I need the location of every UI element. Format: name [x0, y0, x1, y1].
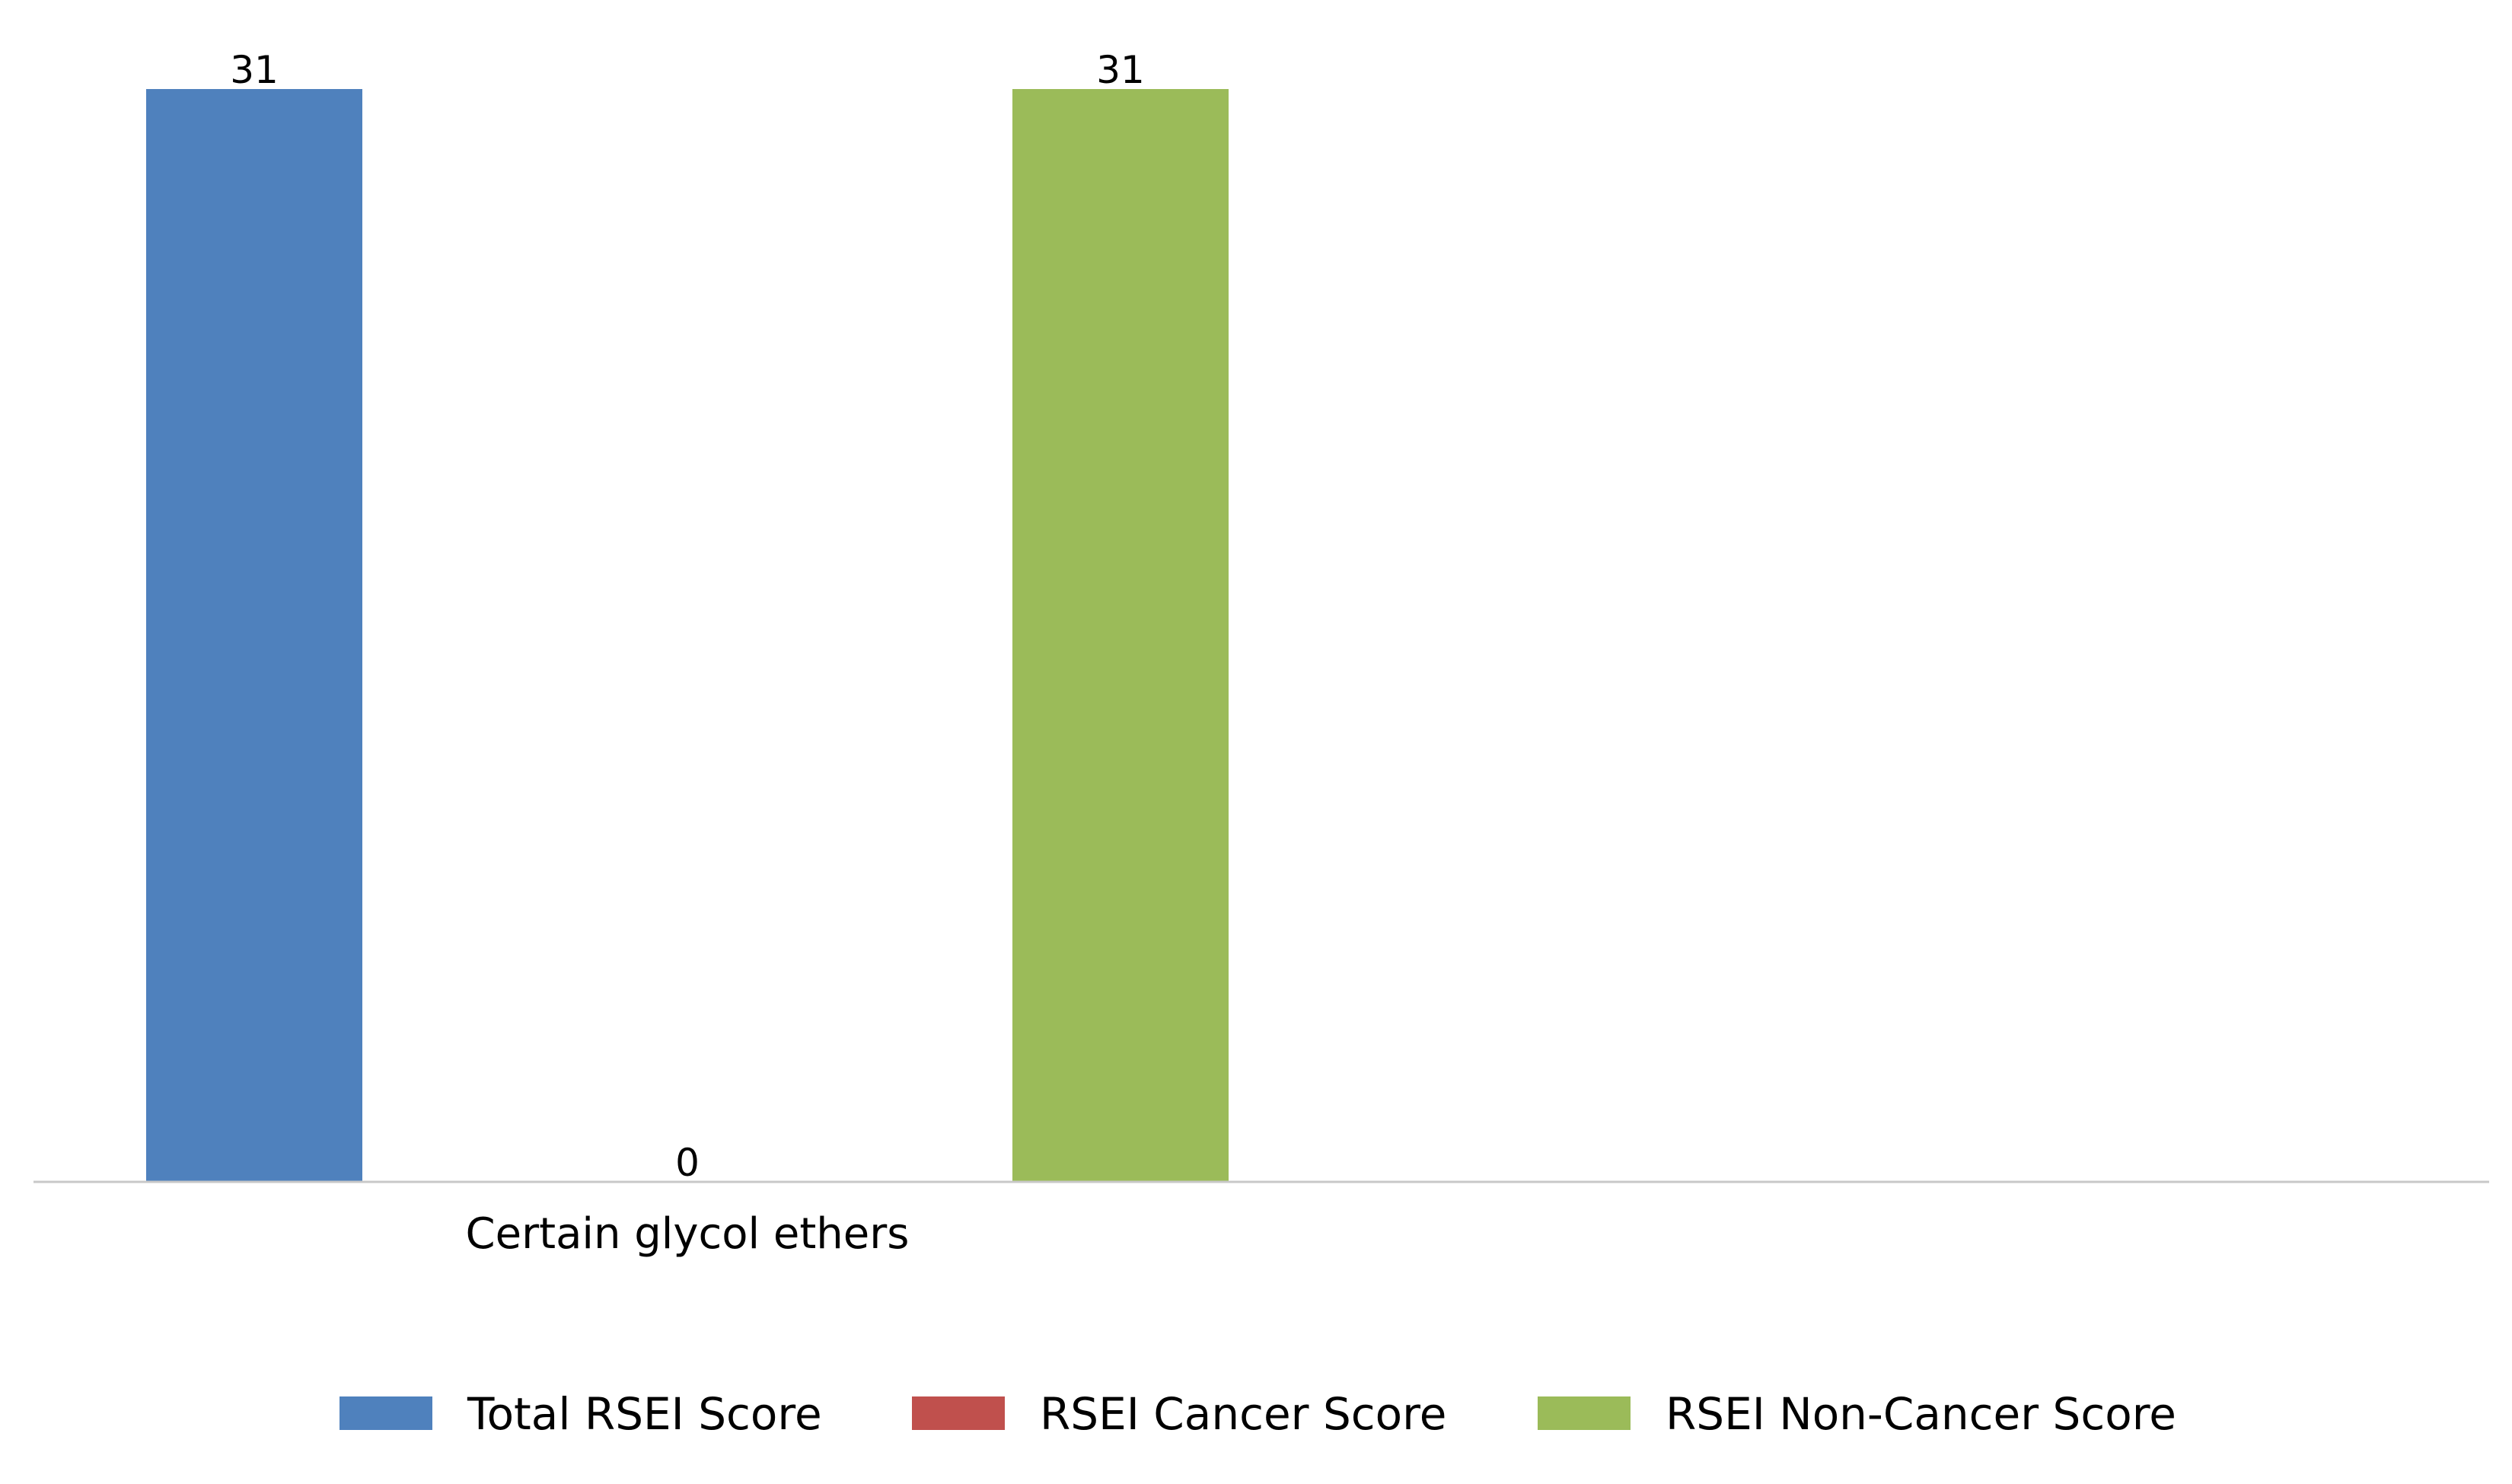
data-label: 0	[675, 1141, 700, 1185]
legend-swatch	[912, 1396, 1005, 1430]
bar-rsei-non-cancer-score	[1012, 89, 1229, 1182]
bars-layer	[146, 89, 1229, 1182]
data-label: 31	[230, 48, 279, 92]
category-labels-layer: Certain glycol ethers	[466, 1209, 910, 1259]
legend-label: RSEI Cancer Score	[1040, 1388, 1446, 1440]
data-labels-layer: 31 0 31	[230, 48, 1145, 1185]
data-label: 31	[1096, 48, 1145, 92]
legend-label: RSEI Non-Cancer Score	[1666, 1388, 2176, 1440]
legend-swatch	[1538, 1396, 1631, 1430]
legend: Total RSEI Score RSEI Cancer Score RSEI No…	[340, 1388, 2176, 1440]
legend-item: RSEI Non-Cancer Score	[1538, 1388, 2176, 1440]
legend-item: RSEI Cancer Score	[912, 1388, 1446, 1440]
category-label: Certain glycol ethers	[466, 1209, 910, 1259]
legend-item: Total RSEI Score	[340, 1388, 822, 1440]
legend-label: Total RSEI Score	[467, 1388, 822, 1440]
bar-total-rsei-score	[146, 89, 362, 1182]
legend-swatch	[340, 1396, 432, 1430]
